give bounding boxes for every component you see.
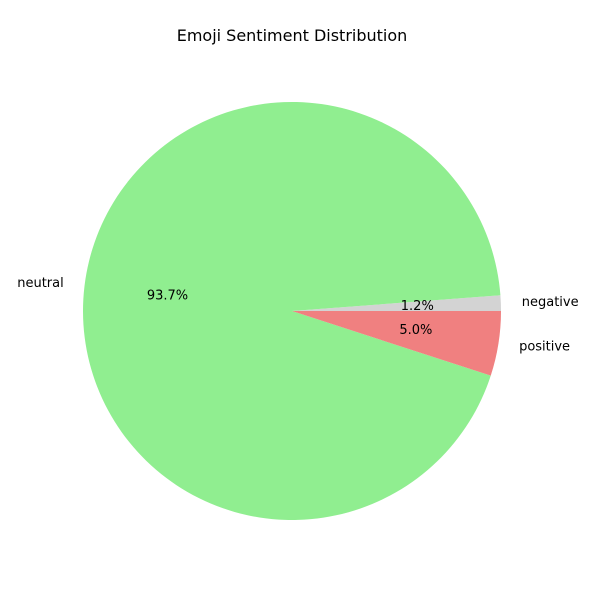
pie-slice-negative xyxy=(292,295,501,311)
pie-slice-neutral xyxy=(82,101,501,520)
slice-label-positive: positive xyxy=(519,340,570,355)
slice-label-neutral: neutral xyxy=(17,276,64,291)
chart-title: Emoji Sentiment Distribution xyxy=(177,26,408,45)
slice-percent-negative: 1.2% xyxy=(401,299,434,314)
pie-slice-positive xyxy=(292,311,501,376)
slice-percent-positive: 5.0% xyxy=(399,323,432,338)
slice-percent-neutral: 93.7% xyxy=(147,289,188,304)
pie-slices xyxy=(82,101,501,520)
slice-label-negative: negative xyxy=(522,295,579,310)
pie-labels: negative 1.2% neutral 93.7% positive 5.0% xyxy=(17,276,578,354)
